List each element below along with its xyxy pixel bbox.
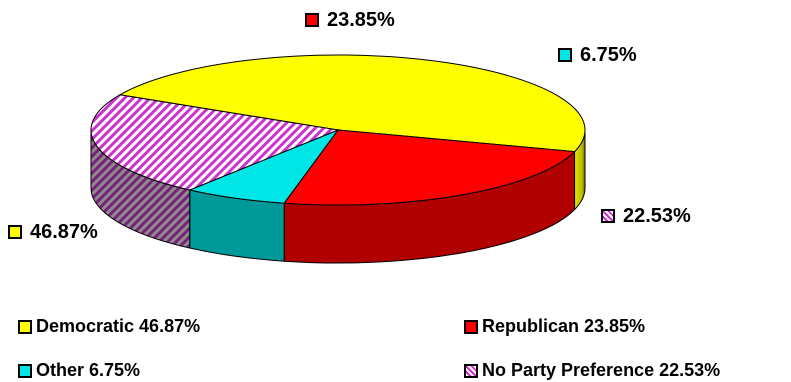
legend-item-democratic: Democratic 46.87% [18,316,200,337]
data-label-other: 6.75% [558,44,637,66]
democratic-label-swatch [8,225,22,239]
no-party-label-swatch [601,209,615,223]
data-label-republican: 23.85% [305,9,395,31]
data-label-other-text: 6.75% [580,44,637,66]
legend-text-democratic: Democratic 46.87% [36,316,201,336]
legend-item-republican: Republican 23.85% [464,316,645,337]
other-label-swatch [558,48,572,62]
data-label-democratic-text: 46.87% [30,221,98,243]
legend-swatch-democratic [18,319,32,334]
republican-label-swatch [305,13,319,27]
data-label-no-party: 22.53% [601,205,691,227]
data-label-no-party-text: 22.53% [623,205,691,227]
data-label-republican-text: 23.85% [327,9,395,31]
legend-swatch-other [18,363,32,378]
pie-slice-democratic [118,54,586,153]
legend-item-other: Other 6.75% [18,360,140,381]
legend-item-no-party: No Party Preference 22.53% [464,360,720,381]
pie-slice-no-party [90,94,340,191]
pie-slice-republican [283,129,576,206]
data-label-democratic: 46.87% [8,221,98,243]
legend-swatch-no-party [464,363,478,378]
legend-text-other: Other 6.75% [36,360,141,380]
legend-swatch-republican [464,319,478,334]
legend-text-republican: Republican 23.85% [482,316,646,336]
legend-text-no-party: No Party Preference 22.53% [482,360,721,380]
